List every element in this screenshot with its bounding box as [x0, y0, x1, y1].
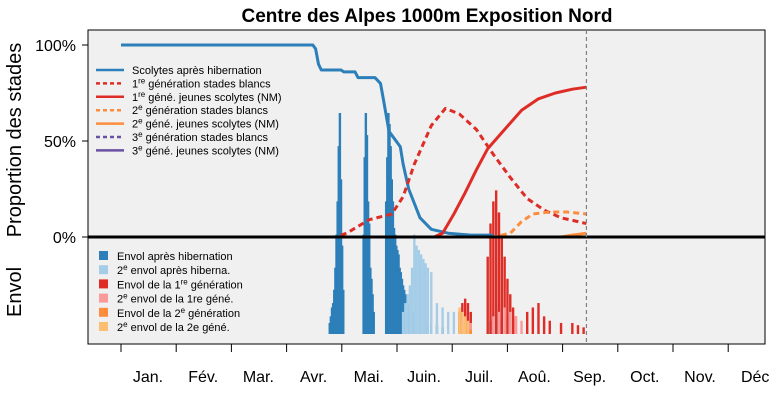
legend-swatch	[99, 293, 108, 303]
envol-bar	[571, 322, 574, 334]
legend-label: 2e envol de la 1re géné.	[117, 292, 233, 306]
envol-bar	[492, 316, 495, 334]
envol-bar	[410, 267, 414, 334]
envol-bar	[415, 245, 418, 334]
x-tick-label: Juin.	[407, 369, 441, 386]
envol-bar	[548, 320, 551, 334]
envol-bar	[447, 311, 450, 334]
legend-label: 2e envol de la 2e géné.	[117, 320, 230, 334]
envol-bar	[511, 307, 515, 334]
x-tick-label: Fév.	[188, 369, 218, 386]
legend-label: 1re génération stades blancs	[132, 76, 271, 90]
legend-label: Envol de la 2e génération	[117, 306, 240, 320]
envol-bar	[492, 201, 495, 334]
envol-bar	[469, 329, 472, 334]
envol-bar	[401, 311, 405, 334]
envol-bar	[422, 258, 425, 334]
legend-label: 3e génération stades blancs	[132, 130, 268, 144]
envol-bars	[328, 113, 585, 334]
legend-swatch	[99, 279, 108, 289]
y-axis-label-top: Proportion des stades	[4, 43, 26, 238]
x-tick-label: Juil.	[465, 369, 493, 386]
envol-bar	[497, 311, 501, 334]
envol-bar	[342, 289, 345, 334]
envol-bar	[542, 316, 546, 334]
x-tick-label: Oct.	[630, 369, 659, 386]
x-tick-label: Avr.	[300, 369, 327, 386]
x-tick-label: Mai.	[354, 369, 384, 386]
envol-bar	[489, 223, 492, 334]
legend-swatch	[99, 265, 108, 275]
envol-bar	[503, 307, 506, 334]
y-tick-label: 0%	[53, 230, 76, 247]
envol-bar	[503, 256, 506, 334]
x-tick-label: Aoû.	[518, 369, 551, 386]
x-ticks: Jan. Fév. Mar. Avr. Mai. Juin. Juil. Aoû. Sep. Oc…	[120, 344, 769, 386]
envol-bar	[500, 234, 504, 334]
envol-bar	[430, 272, 433, 334]
envol-bar	[424, 263, 427, 334]
y-tick-label: 50%	[44, 134, 76, 151]
envol-bar	[494, 190, 498, 334]
x-tick-label: Sep.	[573, 369, 606, 386]
envol-bar	[435, 303, 439, 334]
envol-bar	[514, 316, 518, 334]
envol-bar	[469, 322, 472, 334]
envol-bar	[576, 325, 580, 334]
envol-bar	[413, 234, 416, 334]
x-tick-label: Jan.	[133, 369, 163, 386]
envol-bar	[404, 303, 407, 334]
plot-frame	[87, 29, 766, 345]
envol-bar	[463, 316, 467, 334]
y-tick-label: 100%	[35, 38, 76, 55]
envol-bar	[582, 327, 585, 334]
legend-label: Scolytes après hibernation	[132, 65, 262, 77]
envol-bar	[509, 311, 512, 334]
envol-bar	[441, 307, 444, 334]
legend-swatch	[99, 251, 108, 260]
envol-bar	[506, 278, 509, 334]
envol-bar	[531, 307, 535, 334]
x-tick-label: Nov.	[684, 369, 716, 386]
legend-label: Envol de la 1re génération	[117, 277, 243, 291]
y-ticks: 100% 50% 0%	[35, 38, 88, 247]
legend-label: 2e géné. jeunes scolytes (NM)	[132, 117, 279, 131]
envol-bar	[372, 311, 375, 334]
series-line	[121, 43, 494, 237]
series-line	[121, 85, 587, 239]
x-tick-label: Déc	[741, 369, 769, 386]
envol-bar	[559, 322, 563, 334]
envol-bar	[417, 250, 421, 334]
envol-bar	[466, 320, 470, 334]
envol-bar	[497, 212, 501, 334]
envol-bar	[406, 294, 409, 334]
chart-title: Centre des Alpes 1000m Exposition Nord	[242, 6, 613, 27]
envol-bar	[526, 311, 529, 334]
envol-bar	[458, 307, 461, 334]
legend-label: Envol après hibernation	[117, 251, 233, 263]
legend-label: 1re géné. jeunes scolytes (NM)	[132, 90, 282, 104]
envol-bar	[426, 267, 430, 334]
x-tick-label: Mar.	[243, 369, 274, 386]
envol-bar	[461, 311, 464, 334]
y-axis-label-bottom: Envol	[4, 267, 26, 317]
envol-bar	[486, 256, 489, 334]
legend-label: 3e géné. jeunes scolytes (NM)	[132, 143, 279, 157]
envol-bar	[537, 303, 540, 334]
envol-bar	[466, 303, 470, 334]
legend-label: 2e envol après hiberna.	[117, 263, 230, 277]
envol-bar	[408, 285, 412, 334]
envol-bar	[419, 254, 423, 334]
envol-bar	[520, 320, 523, 334]
legend-label: 2e génération stades blancs	[132, 103, 268, 117]
envol-bar	[452, 311, 456, 334]
legend-swatch	[99, 322, 108, 331]
legend-swatch	[99, 307, 108, 317]
